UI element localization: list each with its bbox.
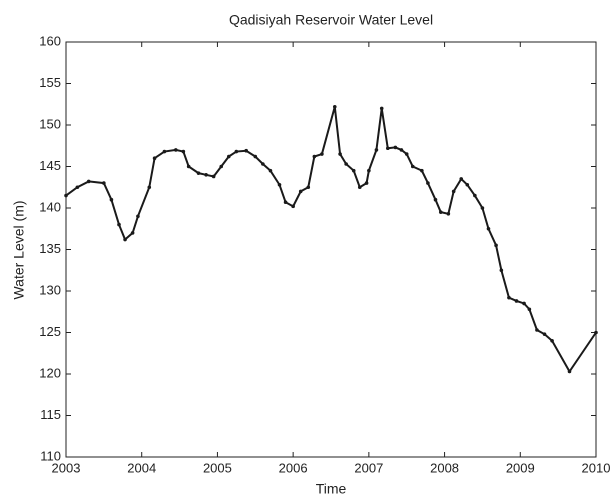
y-tick-label: 130 (39, 282, 61, 297)
plot-frame (65, 41, 597, 458)
data-point (86, 179, 91, 184)
data-point (486, 226, 491, 231)
data-point (162, 149, 167, 154)
data-point (234, 149, 239, 154)
data-point (374, 148, 379, 152)
data-point (211, 174, 216, 179)
data-point (130, 231, 135, 235)
data-point (393, 145, 398, 150)
x-tick-label: 2007 (354, 460, 383, 475)
y-tick-label: 140 (39, 199, 61, 214)
data-point (283, 200, 288, 204)
data-point (459, 177, 464, 181)
y-tick-label: 155 (39, 75, 61, 90)
data-point (75, 185, 80, 190)
y-tick-label: 115 (40, 407, 61, 422)
data-point (399, 148, 404, 152)
x-tick-label: 2003 (52, 460, 81, 475)
data-point (550, 339, 554, 343)
data-point (473, 193, 477, 198)
x-tick-label: 2006 (279, 460, 308, 475)
data-point (494, 243, 498, 248)
y-tick-label: 150 (39, 116, 61, 131)
data-point (136, 214, 140, 219)
y-tick-label: 125 (39, 324, 61, 339)
data-point (244, 148, 248, 153)
data-point (117, 222, 121, 227)
data-point (261, 162, 265, 166)
data-point (226, 154, 231, 159)
data-point (344, 162, 348, 166)
data-point (186, 164, 191, 169)
x-tick-label: 2005 (203, 460, 232, 475)
data-point (147, 185, 152, 190)
data-point (542, 332, 547, 336)
data-point (410, 164, 415, 169)
data-point (438, 210, 443, 214)
data-line (65, 106, 597, 374)
data-point (268, 168, 273, 173)
data-point (204, 173, 208, 177)
data-point (594, 330, 598, 335)
data-point (446, 212, 451, 216)
data-point (196, 171, 201, 175)
data-point (109, 197, 114, 202)
data-point (123, 237, 127, 242)
x-tick-label: 2008 (430, 460, 459, 475)
data-point (277, 182, 282, 187)
y-tick-label: 110 (40, 448, 61, 463)
data-point (507, 295, 511, 300)
data-point (64, 193, 68, 198)
data-point (367, 168, 371, 173)
data-point (420, 168, 424, 173)
data-point (514, 299, 519, 303)
y-tick-label: 120 (39, 365, 61, 380)
data-point (465, 182, 470, 187)
data-point (404, 152, 409, 156)
data-point (338, 152, 342, 156)
data-point (351, 168, 356, 173)
data-point (535, 328, 539, 332)
data-point (499, 268, 504, 273)
data-point (357, 185, 362, 190)
data-point (480, 206, 485, 210)
data-point (312, 154, 317, 159)
y-axis-label: Water Level (m) (11, 200, 27, 299)
data-point (219, 164, 224, 169)
data-point (379, 106, 384, 111)
data-point (385, 146, 390, 151)
chart-title: Qadisiyah Reservoir Water Level (229, 12, 433, 28)
x-tick-label: 2004 (127, 460, 156, 475)
x-axis-label: Time (316, 481, 347, 497)
y-tick-label: 160 (39, 33, 61, 48)
data-point (173, 148, 178, 152)
data-point (253, 154, 258, 159)
data-point (433, 197, 438, 202)
data-point (306, 185, 311, 190)
data-point (152, 156, 157, 160)
data-point (451, 189, 456, 194)
data-point (426, 181, 430, 185)
data-point (522, 301, 526, 306)
data-point (364, 181, 369, 185)
data-point (527, 307, 532, 312)
data-point (298, 189, 303, 194)
data-point (320, 152, 324, 156)
data-point (291, 204, 295, 209)
data-point (102, 181, 106, 185)
x-tick-label: 2010 (582, 460, 611, 475)
y-tick-label: 135 (39, 241, 61, 256)
data-point (181, 149, 186, 154)
x-tick-label: 2009 (506, 460, 535, 475)
data-point (332, 104, 337, 109)
data-point (567, 369, 572, 374)
y-tick-label: 145 (39, 158, 61, 173)
